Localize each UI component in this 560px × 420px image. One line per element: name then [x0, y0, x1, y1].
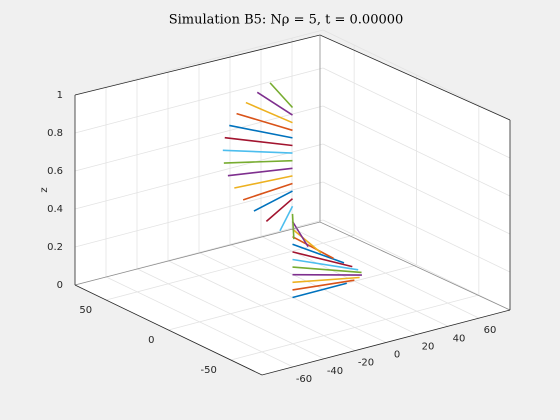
ribbon-line: [224, 136, 293, 147]
ribbon-line: [269, 82, 294, 109]
ribbon-line: [291, 228, 322, 254]
ribbon-line: [245, 101, 293, 124]
z-tick-label: 0.6: [47, 166, 63, 177]
box-edge: [74, 284, 511, 376]
ribbon-line: [222, 149, 293, 154]
ribbon-line: [236, 112, 293, 132]
ribbon-line: [242, 182, 293, 201]
x-tick-label: 0: [394, 350, 400, 361]
grid-line: [322, 219, 511, 311]
ribbon-line: [292, 258, 359, 271]
grid-line: [74, 105, 324, 172]
grid-line: [74, 181, 324, 248]
plot-area: [222, 82, 362, 299]
z-tick-label: 0.2: [47, 242, 63, 253]
x-tick-label: 20: [422, 341, 435, 352]
box-edge: [74, 221, 511, 311]
tick-labels: -60 -40 -20 0 20 40 60 -50 0 50 0 0.2 0.4 0.6 0.8 1: [47, 90, 496, 385]
ribbon-line: [227, 167, 293, 177]
x-tick-label: 40: [453, 333, 466, 344]
x-tick-label: -60: [296, 374, 312, 385]
ribbon-line: [234, 175, 293, 189]
x-tick-label: -20: [358, 358, 374, 369]
grid-line: [322, 181, 511, 273]
ribbon-line: [229, 124, 293, 139]
z-axis-label: z: [39, 187, 50, 192]
floor: [75, 222, 510, 375]
back-wall: [75, 35, 320, 285]
ribbon-line: [292, 266, 362, 274]
x-tick-label: -40: [327, 366, 343, 377]
grid-line: [322, 143, 511, 235]
grid-line: [74, 29, 324, 96]
z-tick-label: 0.8: [47, 128, 63, 139]
grid-line: [322, 67, 511, 159]
ribbon-line: [253, 190, 293, 212]
grid-line: [74, 143, 324, 210]
y-tick-label: 0: [148, 335, 154, 346]
ribbon-line: [279, 205, 294, 232]
z-tick-label: 1: [57, 90, 63, 101]
z-tick-label: 0: [57, 280, 63, 291]
ribbon-line: [256, 91, 293, 116]
y-tick-label: -50: [200, 365, 216, 376]
ribbon-line: [265, 198, 294, 222]
z-tick-label: 0.4: [47, 204, 63, 215]
grid-line: [74, 67, 324, 134]
chart-title: Simulation B5: Nρ = 5, t = 0.00000: [169, 13, 404, 28]
ribbon-line: [223, 159, 293, 164]
grid-line: [322, 29, 511, 121]
ribbon-line: [292, 276, 360, 284]
ribbon-line: [291, 213, 295, 240]
ribbon-line: [292, 251, 353, 268]
ribbon-line: [292, 235, 334, 260]
x-tick-label: 60: [484, 325, 497, 336]
grid-line: [322, 105, 511, 197]
y-tick-label: 50: [79, 305, 92, 316]
ribbon-line: [292, 243, 345, 264]
ribbon-line: [291, 221, 309, 248]
ribbon-line: [292, 279, 355, 291]
ribbon-line: [292, 282, 347, 299]
box: [74, 34, 511, 376]
grid-line: [230, 294, 479, 361]
